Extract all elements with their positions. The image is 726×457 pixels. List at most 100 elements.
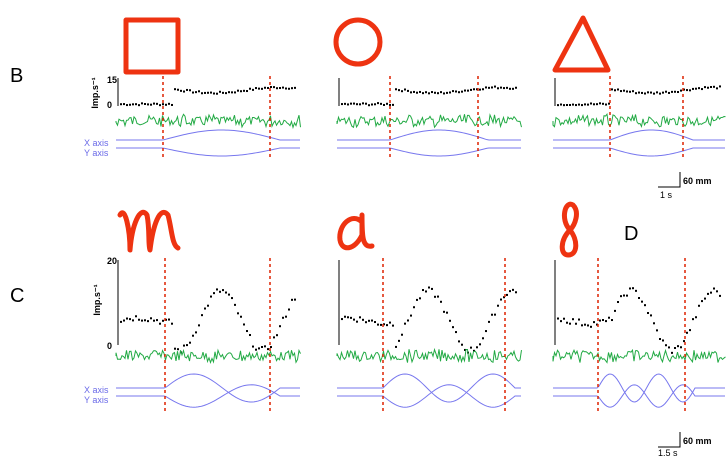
rate-dot <box>240 316 242 318</box>
rate-dot <box>365 321 367 323</box>
rate-dot <box>497 87 499 89</box>
rate-dot <box>560 104 562 106</box>
rate-dot <box>129 104 131 106</box>
rate-dot <box>356 103 358 105</box>
emg-trace <box>116 114 301 127</box>
rate-dot <box>689 329 691 331</box>
rate-dot <box>437 92 439 94</box>
rate-dot <box>455 90 457 92</box>
rate-dot <box>273 336 275 338</box>
rate-dot <box>285 88 287 90</box>
rate-dot <box>288 88 290 90</box>
rate-dot <box>719 295 721 297</box>
scale-bar <box>658 172 680 187</box>
rate-dot <box>201 314 203 316</box>
rate-dot <box>144 319 146 321</box>
rate-dot <box>698 87 700 89</box>
rate-dot <box>222 289 224 291</box>
y-trace-label: Y axis <box>84 395 109 405</box>
rate-dot <box>261 88 263 90</box>
rate-dot <box>437 296 439 298</box>
rate-dot <box>138 104 140 106</box>
rate-dot <box>213 292 215 294</box>
rate-dot <box>380 324 382 326</box>
rate-dot <box>626 90 628 92</box>
rate-dot <box>512 289 514 291</box>
rate-dot <box>674 91 676 93</box>
rate-dot <box>716 290 718 292</box>
rate-dot <box>506 294 508 296</box>
x-trace-label: X axis <box>84 138 109 148</box>
rate-dot <box>677 345 679 347</box>
rate-dot <box>144 103 146 105</box>
rate-dot <box>614 310 616 312</box>
rate-dot <box>177 348 179 350</box>
rate-dot <box>255 349 257 351</box>
rate-dot <box>425 91 427 93</box>
rate-dot <box>126 318 128 320</box>
rate-dot <box>258 88 260 90</box>
x-trace <box>553 374 725 402</box>
rate-dot <box>183 345 185 347</box>
rate-dot <box>479 89 481 91</box>
rate-dot <box>623 90 625 92</box>
rate-dot <box>401 90 403 92</box>
rate-dot <box>614 89 616 91</box>
rate-dot <box>590 326 592 328</box>
rate-dot <box>611 319 613 321</box>
rate-dot <box>572 318 574 320</box>
rate-dot <box>162 320 164 322</box>
x-trace <box>337 374 521 402</box>
rate-dot <box>228 91 230 93</box>
rate-dot <box>428 287 430 289</box>
rate-dot <box>255 87 257 89</box>
rate-dot <box>695 88 697 90</box>
rate-dot <box>626 295 628 297</box>
rate-dot <box>473 88 475 90</box>
rate-dot <box>410 91 412 93</box>
rate-dot <box>246 330 248 332</box>
rate-dot <box>491 86 493 88</box>
rate-dot <box>452 326 454 328</box>
rate-dot <box>207 92 209 94</box>
rate-dot <box>225 292 227 294</box>
rate-dot <box>467 90 469 92</box>
rate-dot <box>482 88 484 90</box>
rate-dot <box>419 91 421 93</box>
rate-dot <box>599 102 601 104</box>
rate-dot <box>401 334 403 336</box>
rate-dot <box>344 316 346 318</box>
rate-dot <box>593 103 595 105</box>
rate-dot <box>446 312 448 314</box>
rate-dot <box>398 89 400 91</box>
x-trace-label: X axis <box>84 385 109 395</box>
rate-dot <box>716 87 718 89</box>
rate-dot <box>231 91 233 93</box>
rate-dot <box>264 345 266 347</box>
rate-dot <box>563 104 565 106</box>
rate-dot <box>440 91 442 93</box>
rate-dot <box>692 318 694 320</box>
rate-dot <box>434 296 436 298</box>
rate-dot <box>165 104 167 106</box>
rate-dot <box>599 320 601 322</box>
rate-dot <box>689 89 691 91</box>
rate-dot <box>584 324 586 326</box>
rate-dot <box>183 91 185 93</box>
rate-dot <box>279 87 281 89</box>
rate-dot <box>575 104 577 106</box>
rate-dot <box>515 291 517 293</box>
rate-dot <box>707 293 709 295</box>
rate-dot <box>291 87 293 89</box>
y-trace <box>116 148 300 156</box>
rate-dot <box>359 316 361 318</box>
rate-dot <box>252 346 254 348</box>
rate-dot <box>186 89 188 91</box>
rate-dot <box>647 312 649 314</box>
rate-dot <box>186 344 188 346</box>
rate-dot <box>410 315 412 317</box>
rate-dot <box>638 297 640 299</box>
rate-dot <box>557 104 559 106</box>
rate-dot <box>246 90 248 92</box>
rate-dot <box>368 320 370 322</box>
